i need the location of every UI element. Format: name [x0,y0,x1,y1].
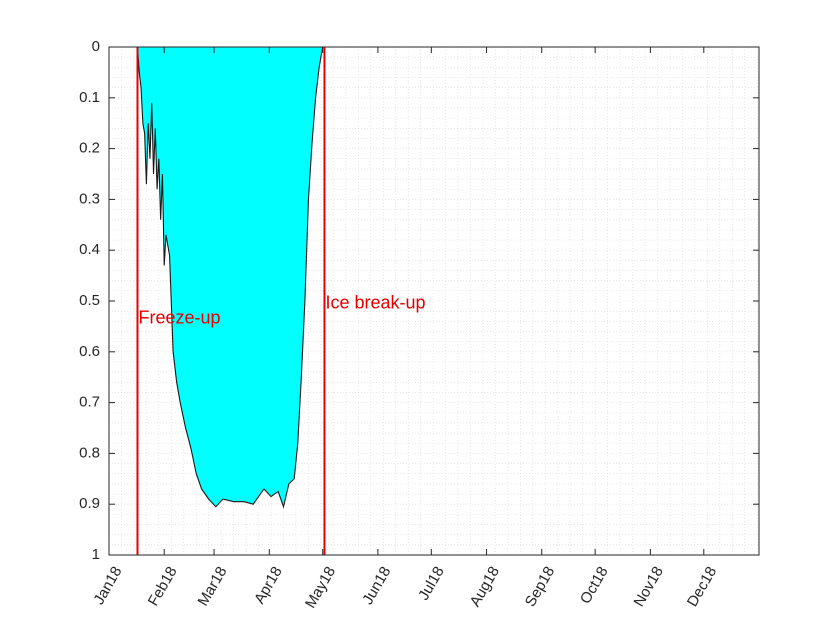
plot-area [136,46,324,509]
y-tick-label: 1 [92,546,100,563]
y-tick-label: 0.7 [79,394,100,411]
event-label-0: Freeze-up [138,308,220,328]
y-tick-label: 0.8 [79,444,100,461]
y-tick-label: 0.5 [79,292,100,309]
ice-thickness-line [136,46,324,509]
y-tick-label: 0.9 [79,495,100,512]
y-tick-label: 0.1 [79,89,100,106]
ice-thickness-area [137,47,323,507]
y-tick-label: 0.6 [79,343,100,360]
event-label-1: Ice break-up [325,292,425,312]
y-tick-label: 0 [92,38,100,55]
y-tick-label: 0.3 [79,190,100,207]
y-tick-label: 0.2 [79,140,100,157]
y-tick-label: 0.4 [79,241,100,258]
event-lines: Freeze-up Ice break-up [136,47,426,555]
